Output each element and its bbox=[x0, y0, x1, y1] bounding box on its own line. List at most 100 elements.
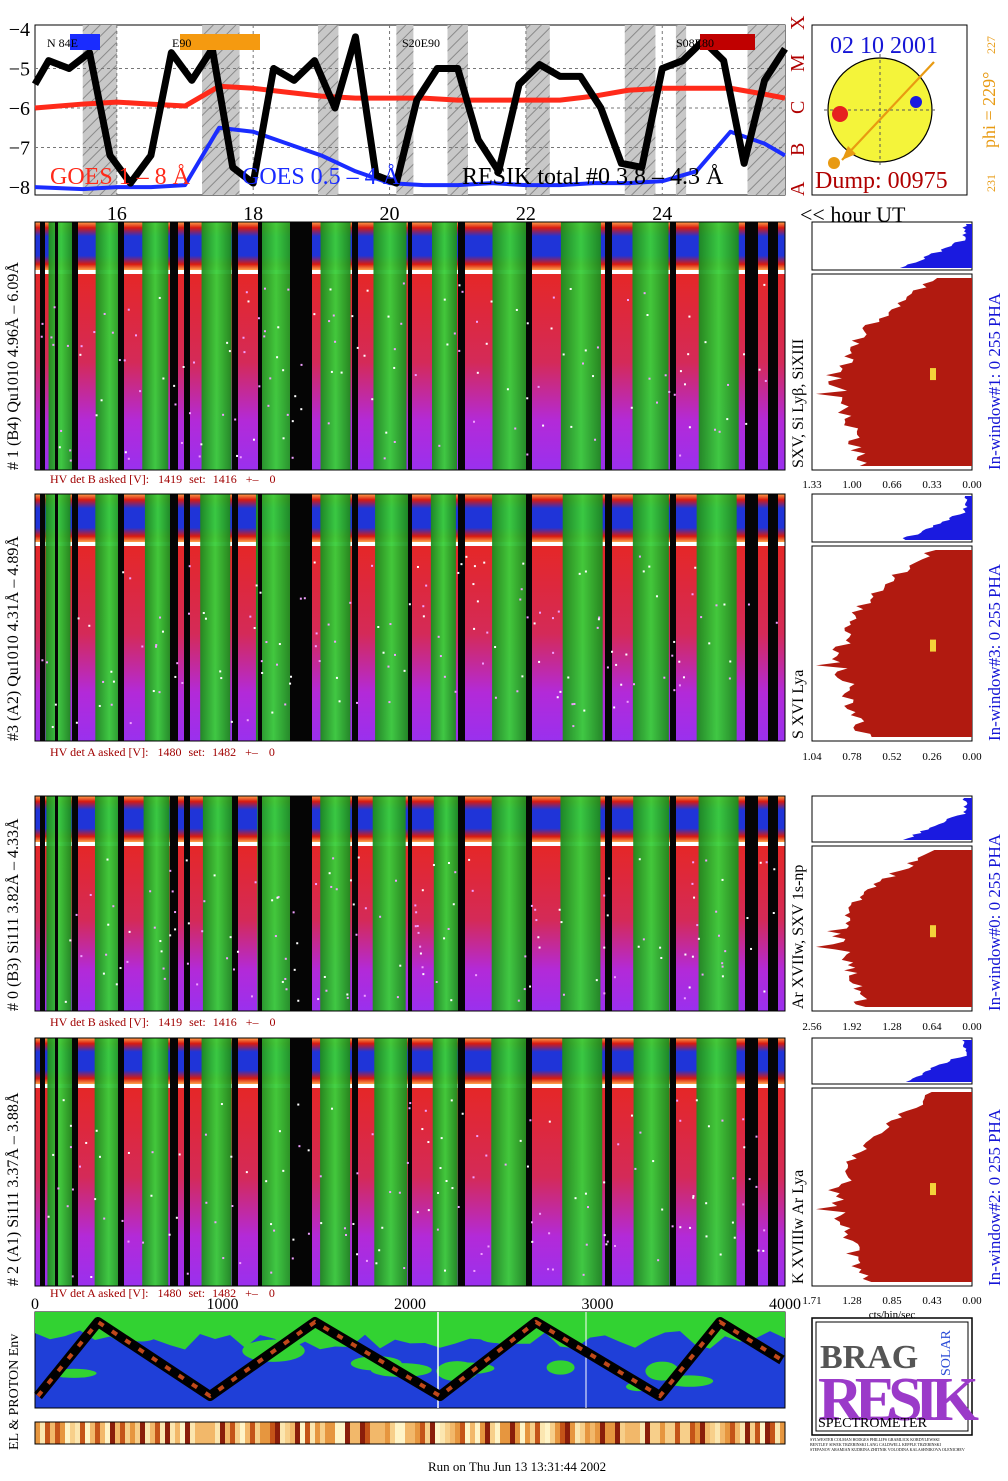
speckle bbox=[340, 371, 343, 374]
speckle bbox=[687, 353, 690, 356]
hv-delta: 0 bbox=[269, 745, 275, 759]
heat-cell bbox=[60, 1422, 65, 1444]
speckle bbox=[127, 308, 130, 311]
speckle bbox=[315, 883, 318, 886]
speckle bbox=[692, 1195, 695, 1198]
speckle bbox=[387, 665, 390, 668]
speckle bbox=[560, 921, 563, 924]
speckle bbox=[356, 1172, 359, 1175]
speckle bbox=[421, 966, 424, 969]
heat-cell bbox=[725, 1422, 730, 1444]
speckle bbox=[408, 603, 411, 606]
goes-x-tick-2: 20 bbox=[380, 203, 400, 225]
speckle bbox=[539, 1212, 542, 1215]
speckle bbox=[175, 1216, 178, 1219]
pha-hist-1 bbox=[899, 224, 972, 268]
speckle bbox=[435, 980, 438, 983]
speckle bbox=[642, 570, 645, 573]
speckle bbox=[222, 1257, 225, 1260]
speckle bbox=[343, 1227, 346, 1230]
speckle bbox=[538, 946, 541, 949]
speckle bbox=[284, 957, 287, 960]
speckle bbox=[422, 973, 425, 976]
speckle bbox=[471, 889, 474, 892]
speckle bbox=[214, 1221, 217, 1224]
data-gap-5 bbox=[184, 494, 190, 741]
heat-cell bbox=[765, 1422, 770, 1444]
speckle bbox=[721, 965, 724, 968]
speckle bbox=[742, 1118, 745, 1121]
logo-resik: RESIK bbox=[818, 1366, 979, 1434]
speckle bbox=[522, 562, 525, 565]
speckle bbox=[652, 1160, 655, 1163]
speckle bbox=[403, 669, 406, 672]
speckle bbox=[443, 1269, 446, 1272]
speckle bbox=[255, 584, 258, 587]
heat-cell bbox=[775, 1422, 780, 1444]
speckle bbox=[258, 385, 261, 388]
speckle bbox=[689, 1226, 692, 1229]
speckle bbox=[332, 314, 335, 317]
speckle bbox=[201, 930, 204, 933]
green-band-9 bbox=[562, 1038, 603, 1286]
speckle bbox=[378, 1249, 381, 1252]
speckle bbox=[437, 635, 440, 638]
speckle bbox=[160, 950, 163, 953]
heat-cell bbox=[550, 1422, 555, 1444]
green-band-7 bbox=[432, 222, 458, 470]
speckle bbox=[526, 397, 529, 400]
goes-x-tick-0: 16 bbox=[107, 203, 127, 225]
heat-cell bbox=[45, 1422, 50, 1444]
speckle bbox=[176, 662, 179, 665]
speckle bbox=[476, 600, 479, 603]
speckle bbox=[161, 630, 164, 633]
stripes-1 bbox=[34, 221, 786, 471]
heat-cell bbox=[135, 1422, 140, 1444]
speckle bbox=[325, 989, 328, 992]
speckle bbox=[721, 975, 724, 978]
speckle bbox=[422, 605, 425, 608]
heat-cell bbox=[95, 1422, 100, 1444]
speckle bbox=[762, 1249, 765, 1252]
speckle bbox=[327, 422, 330, 425]
heat-cell bbox=[370, 1422, 375, 1444]
speckle bbox=[389, 1191, 392, 1194]
speckle bbox=[273, 1229, 276, 1232]
spectrogram-panels: # 1 (B4) Qu1010 4.96Å – 6.09Å HV det B a… bbox=[4, 221, 786, 1300]
speckle bbox=[673, 640, 676, 643]
speckle bbox=[537, 385, 540, 388]
window-title-2: In-window#3: 0 255 PHA bbox=[985, 563, 1004, 741]
speckle bbox=[473, 565, 476, 568]
hist-tick-4-0: 1.71 bbox=[802, 1295, 821, 1307]
speckle bbox=[320, 1222, 323, 1225]
heat-cell bbox=[145, 1422, 150, 1444]
speckle bbox=[659, 946, 662, 949]
speckle bbox=[220, 677, 223, 680]
speckle bbox=[174, 928, 177, 931]
green-band-8 bbox=[491, 1038, 527, 1286]
data-gap-8 bbox=[290, 494, 312, 741]
speckle bbox=[222, 413, 225, 416]
data-gap-15 bbox=[745, 1038, 758, 1286]
green-band-10 bbox=[632, 222, 669, 470]
speckle bbox=[605, 1243, 608, 1246]
speckle bbox=[78, 1165, 81, 1168]
speckle bbox=[705, 1235, 708, 1238]
speckle bbox=[158, 296, 161, 299]
data-gap-16 bbox=[768, 494, 778, 741]
hv-set: 1482 bbox=[212, 1286, 236, 1300]
speckle bbox=[338, 700, 341, 703]
speckle bbox=[603, 1181, 606, 1184]
speckle bbox=[122, 571, 125, 574]
speckle bbox=[626, 700, 629, 703]
speckle bbox=[693, 896, 696, 899]
speckle bbox=[625, 653, 628, 656]
env-panel: 0 1000 2000 3000 4000 EL & PROTON Env bbox=[7, 1296, 801, 1450]
data-gap-4 bbox=[170, 796, 178, 1011]
goes-x-ticks: 16 18 20 22 24 bbox=[107, 203, 672, 225]
heat-cell bbox=[640, 1422, 645, 1444]
speckle bbox=[111, 331, 114, 334]
speckle bbox=[603, 1234, 606, 1237]
heat-cell bbox=[760, 1422, 765, 1444]
speckle bbox=[457, 571, 460, 574]
